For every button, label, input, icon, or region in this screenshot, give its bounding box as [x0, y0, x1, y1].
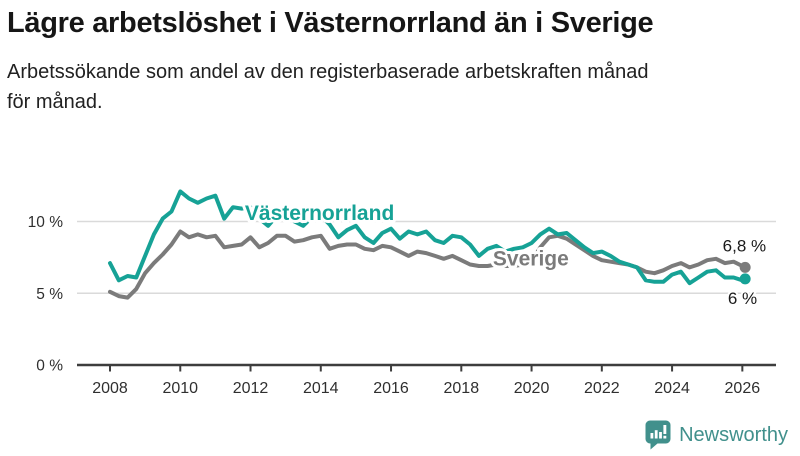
end-value-label-sverige: 6,8 %	[723, 236, 766, 255]
series-line-vasternorrland	[108, 189, 748, 286]
y-axis-label-10: 10 %	[28, 214, 64, 231]
series-end-dot-vasternorrland	[739, 273, 751, 285]
unemployment-line-chart: 0 % 5 % 10 % 2008 2010 2012 2014 2016 2018 2020 20…	[28, 189, 776, 397]
y-axis-label-5: 5 %	[36, 286, 63, 303]
x-axis-label-2012: 2012	[233, 380, 269, 397]
newsworthy-logo: Newsworthy	[645, 420, 788, 450]
series-line-sverige	[108, 229, 748, 300]
series-end-dot-sverige	[739, 261, 751, 273]
chart-subtitle: Arbetssökande som andel av den registerb…	[7, 60, 649, 113]
bar-chart-speech-bubble-icon	[645, 420, 671, 450]
x-axis-label-2022: 2022	[584, 380, 620, 397]
page-title: Lägre arbetslöshet i Västernorrland än i…	[7, 7, 654, 39]
end-value-label-vasternorrland: 6 %	[728, 289, 757, 308]
x-axis-label-2024: 2024	[654, 380, 690, 397]
y-axis-label-0: 0 %	[36, 358, 63, 375]
x-axis-label-2010: 2010	[162, 380, 198, 397]
x-axis-label-2008: 2008	[92, 380, 128, 397]
x-axis-label-2014: 2014	[303, 380, 339, 397]
x-axis-label-2026: 2026	[725, 380, 761, 397]
brand-wordmark: Newsworthy	[679, 423, 788, 446]
series-label-sverige: Sverige	[493, 247, 569, 270]
x-axis-label-2018: 2018	[444, 380, 480, 397]
series-label-vasternorrland: Västernorrland	[245, 202, 394, 225]
x-axis-label-2016: 2016	[373, 380, 409, 397]
x-axis-label-2020: 2020	[514, 380, 550, 397]
